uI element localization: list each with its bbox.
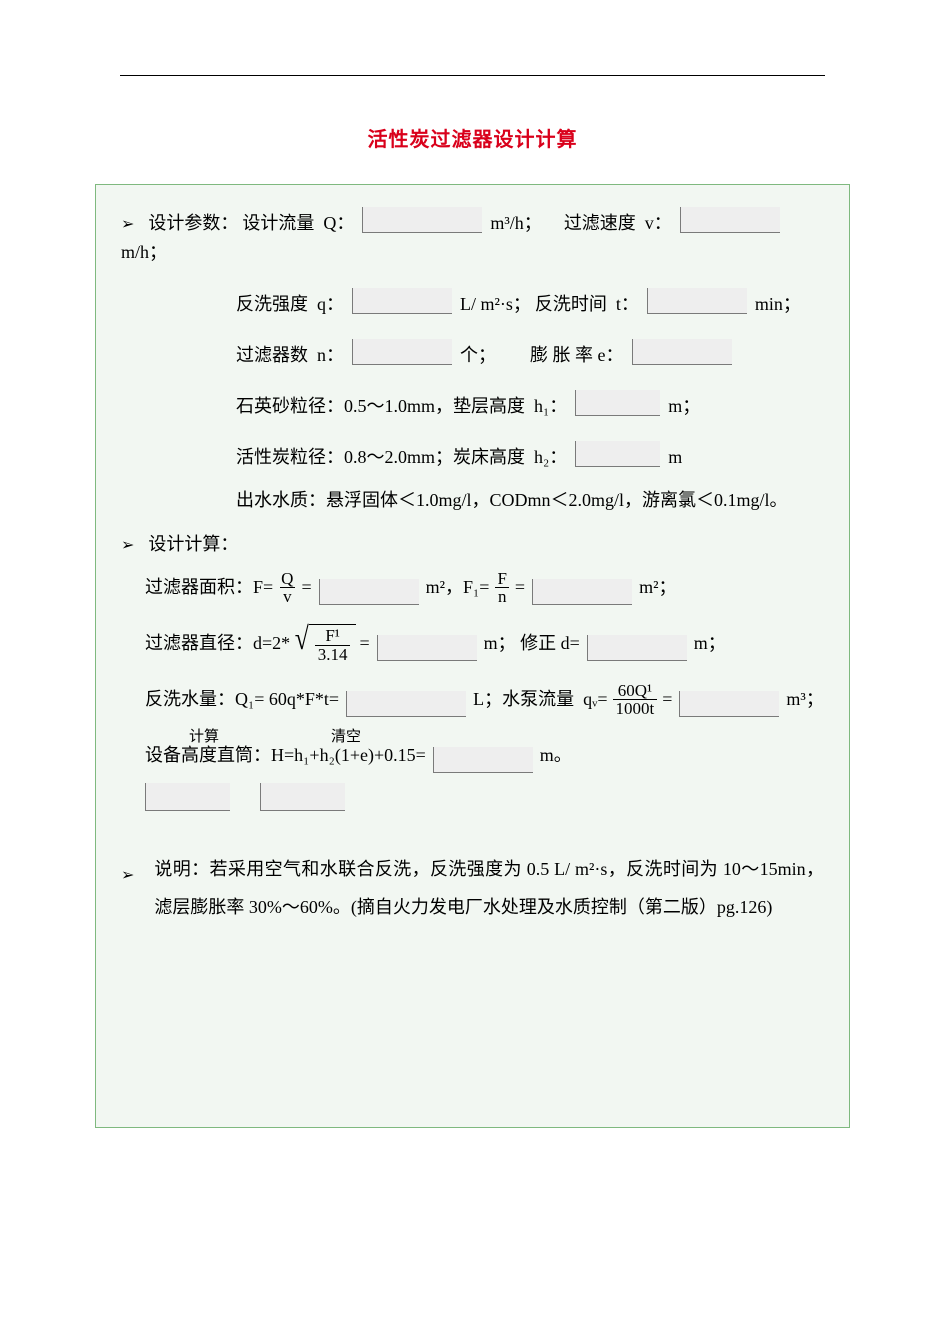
unit-area2: m²； [639, 575, 676, 600]
unit-sand: m； [668, 394, 700, 419]
frac-num: Q [278, 570, 296, 588]
horizontal-rule [120, 75, 825, 76]
frac-den: 3.14 [315, 645, 351, 664]
output-qv[interactable] [679, 691, 779, 717]
content-box: ➢ 设计参数： 设计流量 Q： m³/h； 过滤速度 v： m/h； 反洗强度 … [95, 184, 850, 1128]
label-t: 反洗时间 t： [535, 292, 639, 317]
input-t[interactable] [647, 288, 747, 314]
label-params: 设计参数： [148, 211, 238, 236]
input-q[interactable] [352, 288, 452, 314]
frac-den: v [280, 587, 295, 606]
label-diameter: 过滤器直径：d=2* [145, 631, 290, 656]
fraction-Fn: F n [494, 570, 509, 607]
note-block: ➢ 说明：若采用空气和水联合反洗，反洗强度为 0.5 L/ m²·s，反洗时间为… [121, 851, 824, 927]
equals: = [515, 575, 525, 600]
label-note: 说明： [154, 859, 209, 879]
label-q: 反洗强度 q： [236, 292, 344, 317]
params-row-carbon: 活性炭粒径：0.8～2.0mm；炭床高度 h₂： m [121, 437, 824, 470]
unit-area1: m²，F₁= [426, 575, 490, 600]
equals: = [359, 631, 369, 656]
calc-row-diameter: 过滤器直径：d=2* √ F¹ 3.14 = m； 修正 d= m； [121, 623, 824, 665]
note-body: 若采用空气和水联合反洗，反洗强度为 0.5 L/ m²·s，反洗时间为 10～1… [154, 859, 824, 917]
input-n[interactable] [352, 339, 452, 365]
calc-header: ➢ 设计计算： [121, 532, 824, 557]
params-row-sand: 石英砂粒径：0.5～1.0mm，垫层高度 h₁： m； [121, 386, 824, 419]
label-area: 过滤器面积：F= [145, 575, 273, 600]
label-Q: 设计流量 Q： [242, 211, 354, 236]
label-n: 过滤器数 n： [236, 343, 344, 368]
label-e: 膨 胀 率 e： [530, 343, 624, 368]
label-calc: 设计计算： [148, 532, 238, 557]
unit-n: 个； [460, 343, 496, 368]
sqrt: √ F¹ 3.14 [293, 624, 356, 664]
label-backwash: 反洗水量：Q₁= 60q*F*t= [145, 687, 339, 712]
output-d-corrected[interactable] [587, 635, 687, 661]
unit-backwash: L；水泵流量 qᵥ= [473, 687, 607, 712]
unit-height: m。 [540, 743, 572, 768]
unit-q: L/ m²·s； [460, 292, 531, 317]
output-d[interactable] [377, 635, 477, 661]
unit-v: m/h； [121, 240, 167, 265]
input-h2[interactable] [575, 441, 660, 467]
unit-backwash2: m³； [786, 687, 823, 712]
btn-clear-label: 清空 [331, 727, 361, 748]
output-Q1[interactable] [346, 691, 466, 717]
label-quality: 出水水质：悬浮固体＜1.0mg/l，CODmn＜2.0mg/l，游离氯＜0.1m… [236, 488, 788, 513]
input-e[interactable] [632, 339, 732, 365]
params-row-quality: 出水水质：悬浮固体＜1.0mg/l，CODmn＜2.0mg/l，游离氯＜0.1m… [121, 488, 824, 513]
unit-Q: m³/h； [490, 211, 541, 236]
frac-num: 60Q¹ [615, 682, 655, 700]
params-row-2: 反洗强度 q： L/ m²·s； 反洗时间 t： min； [121, 284, 824, 317]
page-title: 活性炭过滤器设计计算 [95, 126, 850, 154]
fraction-Qv: Q v [278, 570, 296, 607]
button-row [121, 783, 824, 811]
output-H[interactable] [433, 747, 533, 773]
unit-d1: m； 修正 d= [484, 631, 580, 656]
unit-d2: m； [694, 631, 726, 656]
frac-num: F [494, 570, 509, 588]
equals: = [662, 687, 672, 712]
unit-carbon: m [668, 445, 682, 470]
bullet-icon: ➢ [121, 535, 134, 557]
calc-row-height: 设备高度直筒：H=h₁+h₂(1+e)+0.15= m。 计算 清空 [121, 735, 824, 777]
frac-num: F¹ [322, 627, 343, 645]
bullet-icon: ➢ [121, 214, 134, 236]
input-v[interactable] [680, 207, 780, 233]
params-row-3: 过滤器数 n： 个； 膨 胀 率 e： [121, 335, 824, 368]
frac-den: 1000t [613, 699, 658, 718]
label-carbon: 活性炭粒径：0.8～2.0mm；炭床高度 h₂： [236, 445, 567, 470]
output-F1[interactable] [532, 579, 632, 605]
calc-row-area: 过滤器面积：F= Q v = m²，F₁= F n = m²； [121, 567, 824, 609]
input-h1[interactable] [575, 390, 660, 416]
btn-calc-label: 计算 [189, 727, 219, 748]
label-height: 设备高度直筒：H=h₁+h₂(1+e)+0.15= [145, 743, 426, 768]
frac-den: n [495, 587, 510, 606]
fraction-qv: 60Q¹ 1000t [613, 682, 658, 719]
label-v: 过滤速度 v： [564, 211, 672, 236]
sqrt-body: F¹ 3.14 [309, 624, 357, 664]
params-row-1: ➢ 设计参数： 设计流量 Q： m³/h； 过滤速度 v： m/h； [121, 203, 824, 266]
sqrt-sign: √ [295, 624, 309, 664]
calc-row-backwash: 反洗水量：Q₁= 60q*F*t= L；水泵流量 qᵥ= 60Q¹ 1000t … [121, 679, 824, 721]
note-text: 说明：若采用空气和水联合反洗，反洗强度为 0.5 L/ m²·s，反洗时间为 1… [154, 851, 824, 927]
clear-button[interactable] [260, 783, 345, 811]
output-F[interactable] [319, 579, 419, 605]
unit-t: min； [755, 292, 801, 317]
calc-button[interactable] [145, 783, 230, 811]
bullet-icon: ➢ [121, 859, 134, 893]
label-sand: 石英砂粒径：0.5～1.0mm，垫层高度 h₁： [236, 394, 567, 419]
equals: = [301, 575, 311, 600]
input-Q[interactable] [362, 207, 482, 233]
